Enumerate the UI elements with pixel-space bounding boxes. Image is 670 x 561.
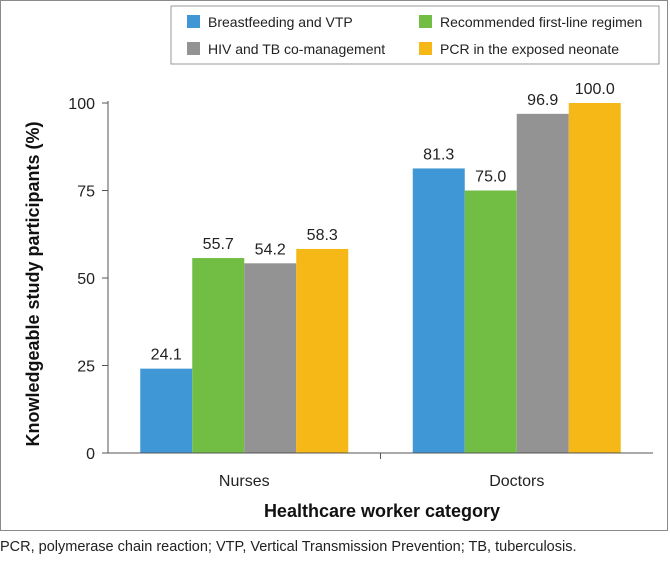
bar-value-label: 96.9 bbox=[527, 92, 558, 109]
x-axis-title: Healthcare worker category bbox=[264, 501, 500, 521]
x-category-label: Doctors bbox=[489, 473, 544, 490]
bars: 24.1 55.7 54.2 58.3 81.3 75.0 96.9 100.0 bbox=[140, 81, 621, 453]
y-tick-label: 50 bbox=[77, 271, 95, 288]
bar-value-label: 54.2 bbox=[255, 241, 286, 258]
x-category-label: Nurses bbox=[219, 473, 270, 490]
bar bbox=[192, 258, 245, 453]
bar bbox=[568, 103, 621, 453]
legend-label: Breastfeeding and VTP bbox=[208, 14, 353, 30]
legend-box bbox=[170, 5, 660, 65]
legend-swatch bbox=[187, 42, 200, 55]
bar-value-label: 58.3 bbox=[307, 227, 338, 244]
legend-label: HIV and TB co-management bbox=[208, 41, 385, 57]
legend-swatch bbox=[419, 42, 432, 55]
figure-footnote: PCR, polymerase chain reaction; VTP, Ver… bbox=[0, 539, 577, 555]
legend-swatch bbox=[419, 15, 432, 28]
y-axis-title: Knowledgeable study participants (%) bbox=[23, 121, 43, 446]
legend: Breastfeeding and VTP Recommended first-l… bbox=[170, 5, 660, 65]
bar bbox=[516, 113, 569, 453]
legend-label: Recommended first-line regimen bbox=[440, 14, 642, 30]
bar bbox=[464, 190, 517, 453]
bar-value-label: 75.0 bbox=[475, 169, 506, 186]
bar bbox=[412, 168, 465, 453]
chart-frame: Breastfeeding and VTP Recommended first-l… bbox=[0, 0, 668, 531]
legend-swatch bbox=[187, 15, 200, 28]
y-tick-label: 100 bbox=[68, 96, 95, 113]
bar-chart: Breastfeeding and VTP Recommended first-l… bbox=[23, 5, 660, 521]
y-tick-label: 75 bbox=[77, 184, 95, 201]
legend-label: PCR in the exposed neonate bbox=[440, 41, 619, 57]
bar-value-label: 24.1 bbox=[151, 347, 182, 364]
bar-value-label: 55.7 bbox=[203, 236, 234, 253]
bar bbox=[244, 263, 297, 453]
bar bbox=[140, 368, 193, 453]
bar bbox=[296, 248, 349, 453]
y-tick-label: 0 bbox=[86, 446, 95, 463]
axes: 0 25 50 75 100 Nurses Doctors bbox=[68, 96, 653, 490]
bar-value-label: 81.3 bbox=[423, 146, 454, 163]
bar-value-label: 100.0 bbox=[575, 81, 615, 98]
y-tick-label: 25 bbox=[77, 359, 95, 376]
